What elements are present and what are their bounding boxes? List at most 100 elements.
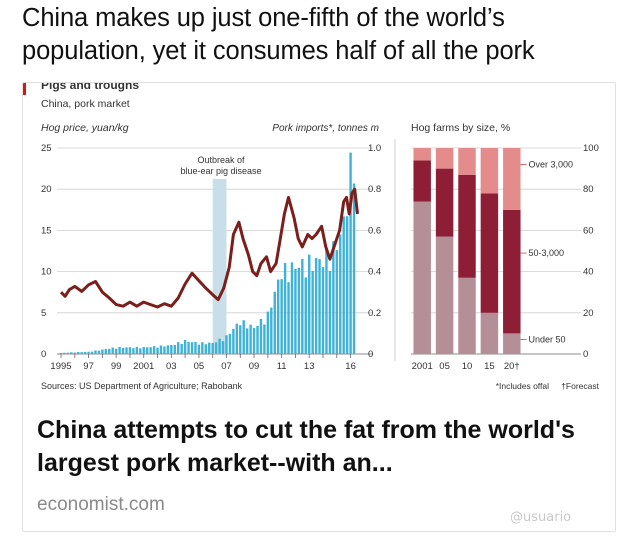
import-bar <box>128 347 132 354</box>
x-tick-label: 03 <box>166 361 177 372</box>
hog-farm-segment <box>458 148 476 175</box>
hog-farm-segment <box>480 148 499 194</box>
import-bar <box>156 347 159 354</box>
x-tick-label: 09 <box>249 361 260 372</box>
right-tick-label: 0.6 <box>368 225 381 236</box>
right-axis-label: Pork imports*, tonnes m <box>272 123 379 134</box>
left-axis-label: Hog price, yuan/kg <box>41 122 129 134</box>
import-bar <box>214 342 218 354</box>
link-preview-card[interactable]: Pigs and troughs China, pork market Hog … <box>22 82 616 532</box>
import-bar <box>352 183 356 354</box>
import-bar <box>301 258 304 354</box>
import-bar <box>221 341 225 354</box>
right-x-tick-label: 20† <box>504 361 520 372</box>
import-bar <box>121 347 125 354</box>
annotation-line-2: blue-ear pig disease <box>180 166 261 176</box>
left-tick-label: 0 <box>41 349 46 360</box>
left-tick-label: 15 <box>41 225 52 236</box>
chart-sources: Sources: US Department of Agriculture; R… <box>41 381 243 391</box>
import-bar <box>328 271 332 354</box>
import-bar <box>170 345 173 354</box>
right-chart-ticks: 0 20 40 60 80 100 2001 05 10 15 20† <box>412 143 599 372</box>
right-tick-label: 0.2 <box>368 308 381 319</box>
import-bar <box>190 342 194 354</box>
import-bar <box>114 348 118 354</box>
import-bar <box>225 335 228 354</box>
x-tick-label: 2001 <box>133 361 154 372</box>
x-tick-label: 11 <box>277 361 287 372</box>
footnote-forecast: †Forecast <box>561 381 599 391</box>
import-bar <box>266 311 270 354</box>
import-bar <box>256 325 259 354</box>
hog-farm-segment <box>480 312 499 354</box>
import-bar <box>97 350 101 354</box>
import-bar <box>111 347 114 354</box>
hog-farm-segment <box>413 160 431 202</box>
hog-farm-segment <box>503 148 521 210</box>
x-tick-label: 1995 <box>50 361 71 372</box>
right-tick-label: 0 <box>368 349 373 360</box>
import-bar <box>197 344 201 354</box>
x-tick-label: 13 <box>304 361 315 372</box>
right-tick-label: 1.0 <box>368 143 381 154</box>
import-bar <box>90 351 94 354</box>
right-tick-label: 0.4 <box>368 267 381 278</box>
import-bar <box>73 352 76 354</box>
card-title[interactable]: China attempts to cut the fat from the w… <box>37 416 575 477</box>
import-bar <box>273 291 276 354</box>
hog-farm-bars <box>413 148 521 354</box>
post-text: China makes up just one-fifth of the wor… <box>22 4 535 65</box>
x-tick-label: 07 <box>221 361 232 372</box>
outbreak-band <box>212 179 227 354</box>
card-domain[interactable]: economist.com <box>37 494 165 515</box>
import-bar <box>290 262 294 354</box>
x-tick-label: 16 <box>345 361 356 372</box>
right-chart-tick-label: 100 <box>583 143 599 154</box>
import-bar <box>173 345 176 354</box>
import-bar <box>304 277 307 354</box>
hog-farm-segment <box>458 277 476 354</box>
right-x-tick-label: 10 <box>462 361 473 372</box>
import-bar <box>83 351 87 354</box>
hog-farm-segment <box>413 201 431 354</box>
import-bar <box>77 352 80 354</box>
chart-svg: Pigs and troughs China, pork market Hog … <box>23 83 600 391</box>
import-bar <box>59 352 63 354</box>
import-bar <box>339 234 342 354</box>
import-bar <box>335 249 339 354</box>
import-bar <box>283 262 287 354</box>
card-image-chart[interactable]: Pigs and troughs China, pork market Hog … <box>23 83 615 395</box>
right-chart-tick-label: 40 <box>583 267 594 278</box>
right-x-tick-label: 2001 <box>412 361 433 372</box>
import-bar <box>135 346 139 354</box>
import-bar <box>239 325 242 354</box>
right-tick-label: 0.8 <box>368 184 381 195</box>
import-bar <box>249 324 252 354</box>
import-bar <box>187 341 190 354</box>
right-chart-tick-label: 80 <box>583 184 594 195</box>
import-bar <box>294 268 297 354</box>
import-bar <box>318 259 321 354</box>
import-bar <box>118 346 121 354</box>
import-bar <box>211 342 214 354</box>
import-bar <box>159 345 163 354</box>
hog-price-line <box>59 187 359 309</box>
import-bar <box>308 254 311 354</box>
import-bar <box>204 344 208 354</box>
right-x-tick-label: 05 <box>439 361 450 372</box>
hog-farm-segment <box>503 209 521 334</box>
import-bar <box>66 352 70 354</box>
import-bar <box>70 352 73 354</box>
import-bar <box>104 349 108 354</box>
import-bar <box>94 350 97 354</box>
import-bar <box>332 241 335 354</box>
import-bar <box>87 351 90 354</box>
import-bar <box>276 279 280 354</box>
import-bar <box>177 342 180 354</box>
right-chart-tick-label: 60 <box>583 225 594 236</box>
watermark: @usuario <box>510 510 572 525</box>
import-bar <box>208 342 211 354</box>
import-bar <box>125 347 128 354</box>
pork-imports-bars <box>59 152 356 354</box>
